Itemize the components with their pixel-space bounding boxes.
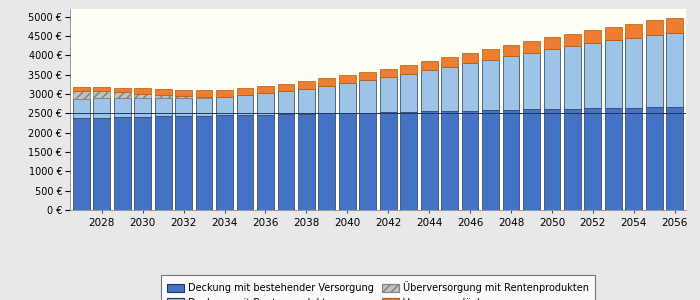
Bar xyxy=(462,63,479,111)
Bar xyxy=(73,91,90,99)
Bar xyxy=(216,115,233,210)
Bar xyxy=(523,41,540,53)
Bar xyxy=(73,87,90,91)
Bar xyxy=(277,114,294,210)
Bar xyxy=(93,86,110,91)
Bar xyxy=(564,34,581,46)
Bar xyxy=(400,112,417,210)
Bar xyxy=(584,30,601,43)
Bar xyxy=(134,117,151,210)
Bar xyxy=(339,113,356,210)
Bar xyxy=(73,99,90,118)
Bar xyxy=(646,35,663,107)
Bar xyxy=(175,96,192,98)
Bar xyxy=(625,24,642,38)
Bar xyxy=(462,53,479,63)
Bar xyxy=(339,76,356,83)
Bar xyxy=(93,98,110,118)
Bar xyxy=(380,77,397,112)
Bar xyxy=(625,38,642,108)
Bar xyxy=(441,111,458,210)
Bar xyxy=(298,81,315,88)
Bar xyxy=(277,91,294,114)
Bar xyxy=(155,98,172,116)
Bar xyxy=(523,53,540,110)
Bar xyxy=(666,17,683,33)
Bar xyxy=(134,94,151,98)
Bar xyxy=(605,27,622,40)
Bar xyxy=(196,116,212,210)
Bar xyxy=(155,116,172,210)
Bar xyxy=(175,116,192,210)
Bar xyxy=(155,89,172,95)
Bar xyxy=(93,118,110,210)
Bar xyxy=(666,107,683,210)
Bar xyxy=(318,86,335,113)
Bar xyxy=(605,40,622,108)
Bar xyxy=(298,114,315,210)
Bar xyxy=(359,72,376,80)
Bar xyxy=(237,88,253,95)
Bar xyxy=(503,45,519,56)
Bar xyxy=(175,90,192,96)
Bar xyxy=(196,98,212,116)
Bar xyxy=(257,115,274,210)
Bar xyxy=(380,112,397,210)
Bar xyxy=(114,92,131,98)
Bar xyxy=(646,20,663,35)
Bar xyxy=(421,61,438,70)
Bar xyxy=(482,60,499,110)
Bar xyxy=(237,115,253,210)
Bar xyxy=(339,83,356,113)
Bar xyxy=(216,90,233,97)
Bar xyxy=(298,88,315,114)
Bar xyxy=(175,98,192,116)
Bar xyxy=(318,78,335,86)
Bar xyxy=(93,91,110,98)
Bar xyxy=(196,97,212,98)
Bar xyxy=(73,118,90,210)
Bar xyxy=(400,65,417,74)
Bar xyxy=(564,46,581,109)
Bar xyxy=(544,37,560,49)
Bar xyxy=(523,110,540,210)
Bar xyxy=(646,107,663,210)
Bar xyxy=(584,108,601,210)
Bar xyxy=(380,69,397,77)
Bar xyxy=(421,70,438,111)
Bar xyxy=(216,97,233,115)
Bar xyxy=(134,88,151,94)
Bar xyxy=(359,80,376,112)
Bar xyxy=(277,84,294,91)
Bar xyxy=(114,88,131,92)
Bar xyxy=(237,95,253,115)
Bar xyxy=(196,90,212,97)
Bar xyxy=(462,111,479,210)
Bar xyxy=(359,112,376,210)
Bar xyxy=(114,117,131,210)
Bar xyxy=(114,98,131,117)
Bar xyxy=(257,93,274,115)
Bar xyxy=(482,49,499,60)
Bar xyxy=(155,95,172,98)
Bar xyxy=(564,109,581,210)
Bar xyxy=(421,111,438,210)
Legend: Deckung mit bestehender Versorgung, Deckung mit Rentenprodukten, Überversorgung : Deckung mit bestehender Versorgung, Deck… xyxy=(161,275,595,300)
Bar xyxy=(441,67,458,111)
Bar xyxy=(666,33,683,107)
Bar xyxy=(584,43,601,108)
Bar xyxy=(318,113,335,210)
Bar xyxy=(257,86,274,93)
Bar xyxy=(544,49,560,109)
Bar xyxy=(503,56,519,110)
Bar xyxy=(441,57,458,67)
Bar xyxy=(400,74,417,112)
Bar xyxy=(134,98,151,117)
Bar xyxy=(482,110,499,210)
Bar xyxy=(605,108,622,210)
Bar xyxy=(625,108,642,210)
Bar xyxy=(503,110,519,210)
Bar xyxy=(544,109,560,210)
